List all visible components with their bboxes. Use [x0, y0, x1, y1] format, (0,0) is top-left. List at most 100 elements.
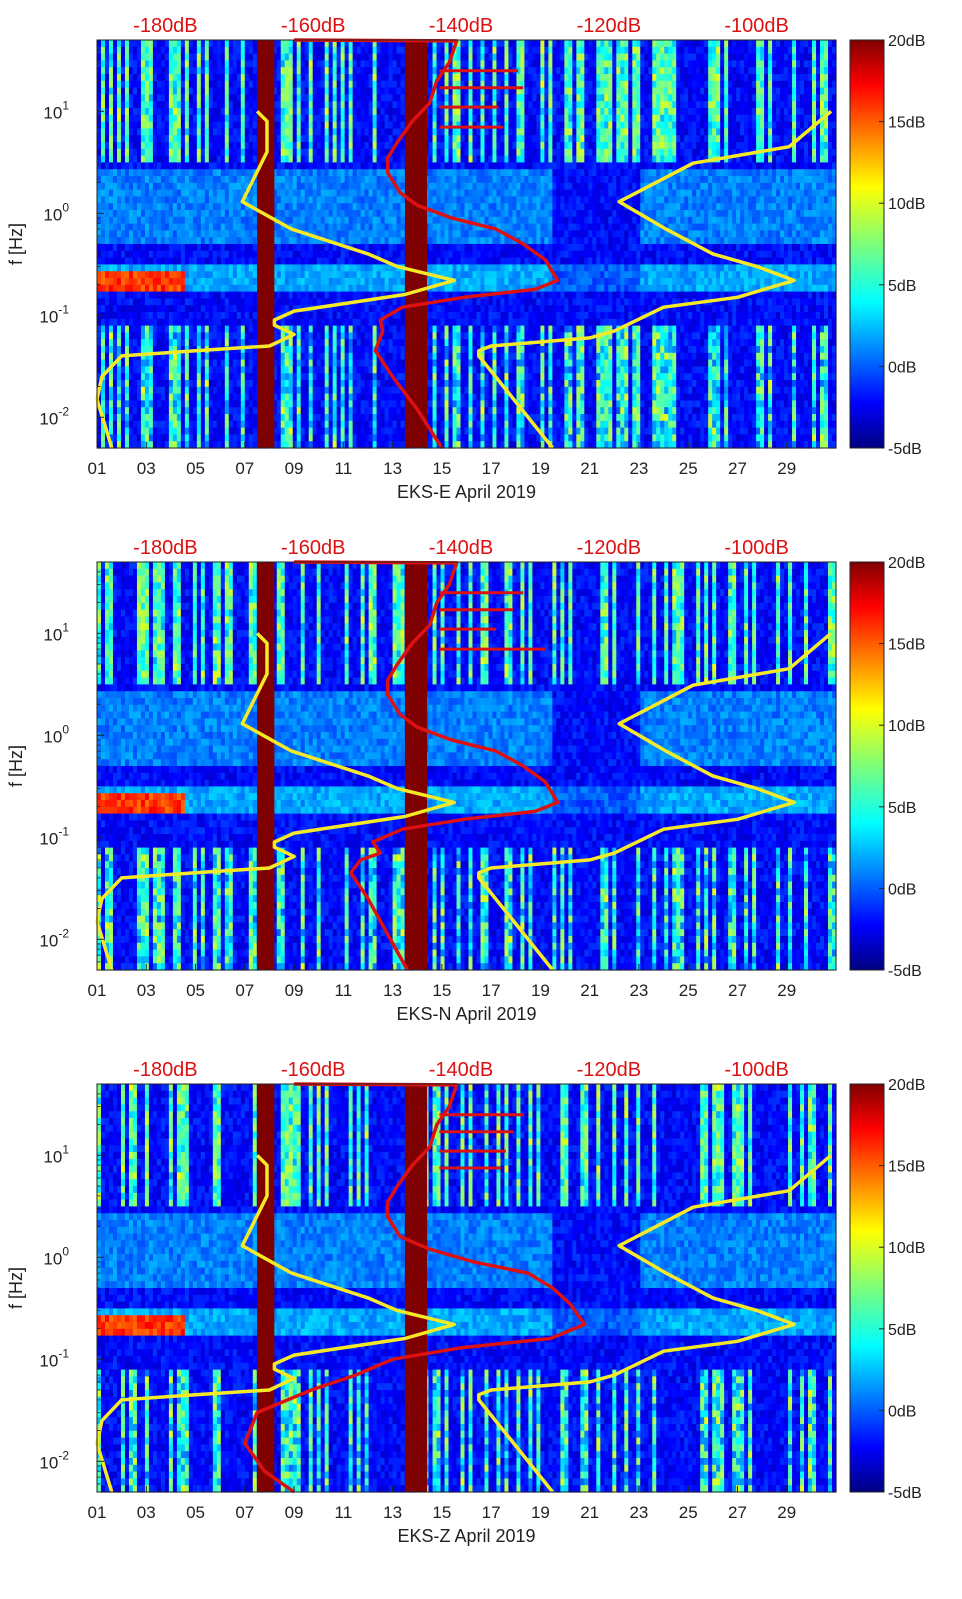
- heatmap-cell: [380, 155, 386, 163]
- heatmap-cell: [184, 352, 190, 361]
- heatmap-cell: [384, 318, 390, 327]
- heatmap-cell: [140, 305, 146, 313]
- heatmap-cell: [388, 298, 394, 306]
- heatmap-cell: [140, 393, 146, 401]
- heatmap-cell: [156, 87, 162, 95]
- heatmap-cell: [388, 108, 394, 116]
- heatmap-cell: [304, 366, 310, 374]
- heatmap-cell: [348, 46, 354, 55]
- heatmap-cell: [396, 312, 402, 320]
- heatmap-cell: [320, 148, 326, 157]
- heatmap-cell: [280, 189, 286, 197]
- heatmap-cell: [316, 250, 322, 259]
- heatmap-cell: [216, 128, 222, 136]
- heatmap-cell: [236, 414, 242, 422]
- heatmap-cell: [160, 250, 166, 259]
- heatmap-cell: [224, 135, 230, 143]
- heatmap-cell: [208, 74, 214, 82]
- heatmap-cell: [372, 74, 378, 82]
- heatmap-cell: [152, 325, 158, 333]
- heatmap-cell: [356, 101, 362, 109]
- heatmap-cell: [356, 312, 362, 320]
- heatmap-cell: [228, 244, 234, 252]
- heatmap-cell: [172, 284, 178, 293]
- heatmap-cell: [292, 108, 298, 116]
- heatmap-cell: [248, 101, 254, 109]
- heatmap-cell: [128, 420, 134, 429]
- heatmap-cell: [104, 182, 110, 191]
- heatmap-cell: [300, 60, 306, 68]
- heatmap-cell: [196, 53, 202, 61]
- heatmap-cell: [252, 346, 258, 354]
- heatmap-cell: [332, 359, 338, 367]
- heatmap-cell: [364, 352, 370, 361]
- heatmap-cell: [224, 53, 230, 61]
- heatmap-cell: [204, 74, 210, 82]
- heatmap-cell: [340, 196, 346, 204]
- heatmap-cell: [168, 298, 174, 306]
- heatmap-cell: [228, 108, 234, 116]
- heatmap-cell: [188, 380, 194, 388]
- heatmap-cell: [224, 257, 230, 265]
- heatmap-cell: [312, 380, 318, 388]
- heatmap-cell: [140, 291, 146, 299]
- heatmap-cell: [220, 108, 226, 116]
- heatmap-cell: [108, 420, 114, 429]
- heatmap-cell: [172, 67, 178, 75]
- heatmap-cell: [352, 135, 358, 143]
- heatmap-cell: [120, 203, 126, 211]
- heatmap-cell: [184, 189, 190, 197]
- heatmap-cell: [196, 380, 202, 388]
- heatmap-cell: [392, 74, 398, 82]
- heatmap-cell: [244, 386, 250, 395]
- heatmap-cell: [140, 108, 146, 116]
- heatmap-cell: [276, 441, 282, 449]
- heatmap-cell: [304, 203, 310, 211]
- heatmap-cell: [360, 434, 366, 442]
- heatmap-cell: [132, 80, 138, 89]
- heatmap-cell: [172, 407, 178, 415]
- heatmap-cell: [104, 400, 110, 408]
- heatmap-cell: [392, 380, 398, 388]
- heatmap-cell: [320, 94, 326, 102]
- heatmap-cell: [97, 46, 102, 55]
- heatmap-cell: [188, 441, 194, 449]
- heatmap-cell: [428, 148, 434, 157]
- heatmap-cell: [172, 196, 178, 204]
- heatmap-cell: [228, 339, 234, 347]
- heatmap-cell: [220, 434, 226, 442]
- heatmap-cell: [220, 196, 226, 204]
- heatmap-cell: [388, 40, 394, 48]
- heatmap-cell: [352, 441, 358, 449]
- heatmap-cell: [220, 264, 226, 272]
- heatmap-cell: [372, 278, 378, 286]
- heatmap-cell: [228, 298, 234, 306]
- heatmap-cell: [108, 114, 114, 123]
- heatmap-cell: [132, 400, 138, 408]
- heatmap-cell: [108, 244, 114, 252]
- heatmap-cell: [344, 264, 350, 272]
- heatmap-cell: [128, 386, 134, 395]
- heatmap-cell: [428, 60, 434, 68]
- heatmap-cell: [304, 414, 310, 422]
- heatmap-cell: [280, 176, 286, 184]
- heatmap-cell: [308, 74, 314, 82]
- heatmap-cell: [208, 230, 214, 238]
- heatmap-cell: [276, 380, 282, 388]
- heatmap-cell: [428, 67, 434, 75]
- heatmap-cell: [280, 427, 286, 435]
- heatmap-cell: [388, 264, 394, 272]
- heatmap-cell: [356, 339, 362, 347]
- heatmap-cell: [168, 427, 174, 435]
- heatmap-cell: [380, 114, 386, 123]
- heatmap-cell: [308, 169, 314, 177]
- heatmap-cell: [176, 380, 182, 388]
- heatmap-cell: [336, 291, 342, 299]
- heatmap-cell: [140, 121, 146, 129]
- heatmap-cell: [236, 94, 242, 102]
- heatmap-cell: [288, 230, 294, 238]
- heatmap-cell: [212, 94, 218, 102]
- heatmap-cell: [428, 101, 434, 109]
- heatmap-cell: [180, 108, 186, 116]
- heatmap-cell: [200, 189, 206, 197]
